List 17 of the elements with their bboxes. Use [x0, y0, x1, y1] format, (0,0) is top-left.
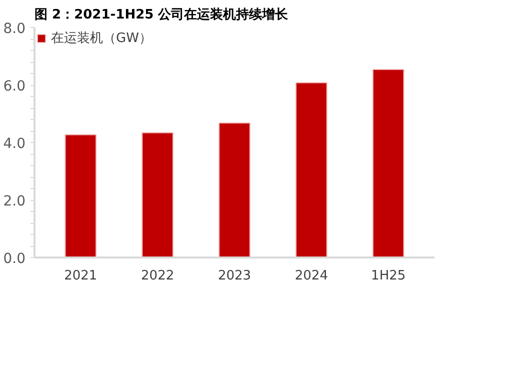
bar [296, 82, 328, 258]
x-tick-label: 1H25 [371, 268, 406, 284]
x-tick-label: 2023 [218, 268, 252, 284]
x-tick-label: 2021 [64, 268, 98, 284]
bar [142, 132, 174, 258]
bar [372, 68, 404, 258]
y-tick-label: 8.0 [3, 21, 26, 37]
y-tick-label: 2.0 [3, 194, 26, 210]
y-tick-label: 6.0 [3, 78, 26, 94]
chart-title: 图 2：2021-1H25 公司在运装机持续增长 [34, 6, 290, 22]
bar [218, 122, 250, 258]
x-tick-label: 2024 [294, 268, 328, 284]
legend-label: 在运装机（GW） [51, 30, 152, 47]
x-tick-label: 2022 [141, 268, 174, 284]
y-tick-label: 4.0 [3, 136, 26, 152]
bar [64, 134, 97, 258]
y-tick-label: 0.0 [3, 251, 26, 267]
